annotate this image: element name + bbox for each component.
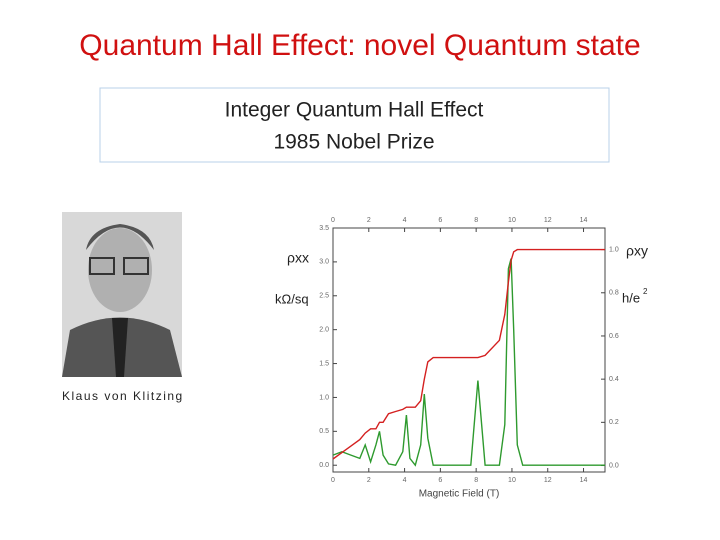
y2-tick-label: 0.0	[609, 462, 619, 469]
x-tick-label: 10	[508, 477, 516, 484]
y-tick-label: 2.0	[319, 327, 329, 334]
x-tick-label: 6	[438, 217, 442, 224]
series-line	[332, 248, 605, 460]
photo-caption: Klaus von Klitzing	[62, 389, 184, 403]
y2-axis-unit: h/e	[622, 290, 640, 305]
x-tick-label: 8	[474, 477, 478, 484]
x-tick-label: 6	[438, 477, 442, 484]
y2-tick-label: 1.0	[609, 246, 619, 253]
x-axis-label: Magnetic Field (T)	[419, 489, 500, 500]
chart: 0 0 2 2 4 4 6 6 8 8 10 10 12 12 14 14 0.0 0.5 1.0 1.5 2.0 2.5…	[275, 217, 648, 500]
plot-frame	[332, 227, 606, 473]
x-tick-label: 14	[580, 217, 588, 224]
box-line: 1985 Nobel Prize	[273, 131, 434, 154]
x-tick-label: 14	[580, 477, 588, 484]
x-tick-label: 10	[508, 217, 516, 224]
photo	[62, 212, 182, 377]
x-tick-label: 12	[544, 217, 552, 224]
y2-axis-unit-sup: 2	[643, 287, 648, 296]
x-tick-label: 2	[367, 477, 371, 484]
y2-tick-label: 0.4	[609, 376, 619, 383]
y2-tick-label: 0.6	[609, 333, 619, 340]
y-axis-unit: kΩ/sq	[275, 291, 309, 306]
x-tick-label: 2	[367, 217, 371, 224]
y2-tick-label: 0.2	[609, 419, 619, 426]
x-tick-label: 8	[474, 217, 478, 224]
x-tick-label: 4	[403, 477, 407, 484]
text-box	[99, 87, 610, 163]
y2-tick-label: 0.8	[609, 290, 619, 297]
x-tick-label: 0	[331, 217, 335, 224]
y-tick-label: 0.0	[319, 462, 329, 469]
y-axis-label: ρxx	[287, 250, 309, 266]
x-tick-label: 12	[544, 477, 552, 484]
x-tick-label: 4	[403, 217, 407, 224]
y-tick-label: 1.0	[319, 394, 329, 401]
series-line	[332, 258, 605, 467]
box-line: Integer Quantum Hall Effect	[225, 99, 484, 122]
y-tick-label: 2.5	[319, 293, 329, 300]
y-tick-label: 1.5	[319, 360, 329, 367]
y-tick-label: 3.5	[319, 225, 329, 232]
y-tick-label: 0.5	[319, 428, 329, 435]
y-tick-label: 3.0	[319, 259, 329, 266]
y2-axis-label: ρxy	[626, 243, 648, 259]
slide-title: Quantum Hall Effect: novel Quantum state	[79, 29, 640, 62]
x-tick-label: 0	[331, 477, 335, 484]
